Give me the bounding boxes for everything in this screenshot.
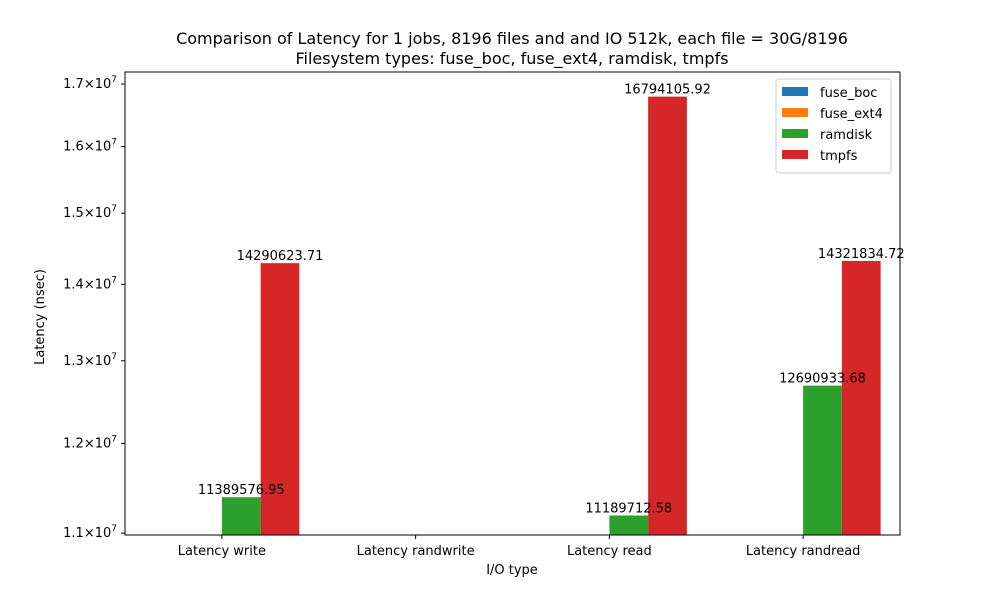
y-tick-label: 1.7×107	[63, 75, 117, 92]
legend-label: fuse_ext4	[820, 107, 883, 122]
bar-ramdisk	[221, 497, 261, 535]
legend-label: tmpfs	[820, 149, 858, 164]
legend-swatch	[782, 150, 808, 159]
bar-tmpfs	[841, 260, 881, 535]
x-axis-label: I/O type	[486, 563, 538, 578]
plot-area: 11389576.95 11189712.58 12690933.68 1429062…	[63, 71, 905, 559]
legend-swatch	[782, 108, 808, 117]
data-label: 14290623.71	[237, 249, 324, 264]
x-tick-label: Latency write	[178, 544, 266, 559]
x-tick-label: Latency randread	[746, 544, 861, 559]
bar-tmpfs	[260, 263, 300, 535]
legend-box	[775, 78, 892, 174]
y-axis-label: Latency (nsec)	[33, 269, 48, 365]
y-tick-label: 1.5×107	[63, 204, 117, 221]
data-label: 12690933.68	[779, 372, 866, 387]
chart-subtitle: Filesystem types: fuse_boc, fuse_ext4, r…	[295, 49, 728, 69]
bar-ramdisk	[803, 385, 842, 535]
y-tick-label: 1.3×107	[63, 352, 117, 369]
legend-swatch	[782, 129, 808, 138]
y-tick-label: 1.6×107	[63, 138, 117, 155]
bar-tmpfs	[648, 96, 687, 536]
axes-frame	[124, 71, 901, 536]
data-label: 11189712.58	[585, 501, 672, 516]
y-tick-label: 1.2×107	[63, 434, 117, 451]
bar-ramdisk	[609, 515, 649, 535]
legend-label: fuse_boc	[820, 86, 877, 101]
x-tick-label: Latency randwrite	[357, 544, 475, 559]
y-tick-label: 1.1×107	[63, 524, 117, 541]
data-label: 16794105.92	[624, 83, 711, 98]
chart-title: Comparison of Latency for 1 jobs, 8196 f…	[176, 29, 848, 48]
data-label: 14321834.72	[818, 247, 905, 262]
x-tick-label: Latency read	[567, 544, 652, 559]
data-label: 11389576.95	[198, 483, 285, 498]
legend-swatch	[782, 87, 808, 96]
y-tick-label: 1.4×107	[63, 275, 117, 292]
legend-label: ramdisk	[820, 128, 873, 143]
